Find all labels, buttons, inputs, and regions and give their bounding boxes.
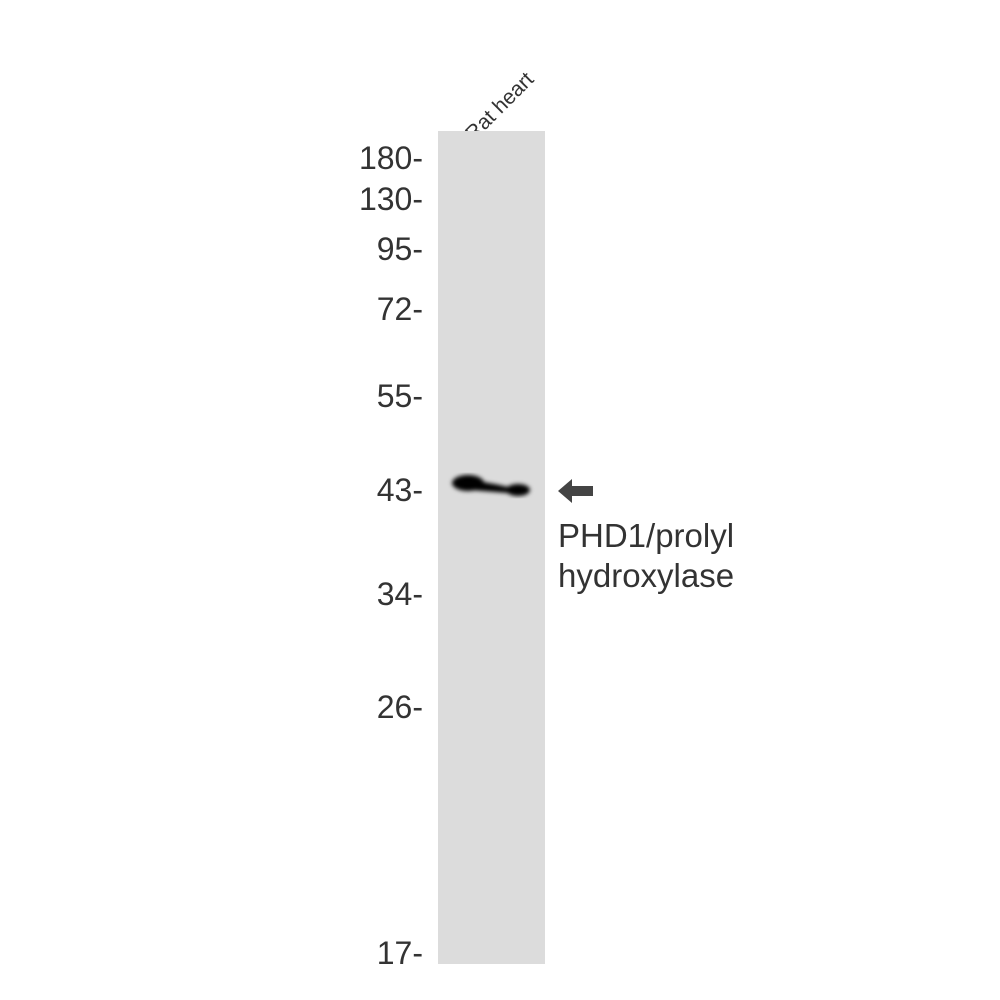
protein-band — [452, 475, 530, 496]
arrow-left-icon — [558, 479, 593, 503]
blot-lane — [438, 131, 545, 964]
marker-180: 180- — [358, 140, 423, 176]
marker-17: 17- — [376, 935, 423, 971]
target-protein-label: PHD1/prolyl hydroxylase — [558, 516, 734, 596]
marker-72: 72- — [376, 291, 423, 327]
marker-34: 34- — [376, 576, 423, 612]
target-label-line1: PHD1/prolyl — [558, 517, 735, 554]
marker-95: 95- — [376, 231, 423, 267]
marker-55: 55- — [376, 378, 423, 414]
target-label-line2: hydroxylase — [558, 557, 735, 594]
marker-43: 43- — [376, 472, 423, 508]
marker-130: 130- — [358, 181, 423, 217]
marker-26: 26- — [376, 689, 423, 725]
